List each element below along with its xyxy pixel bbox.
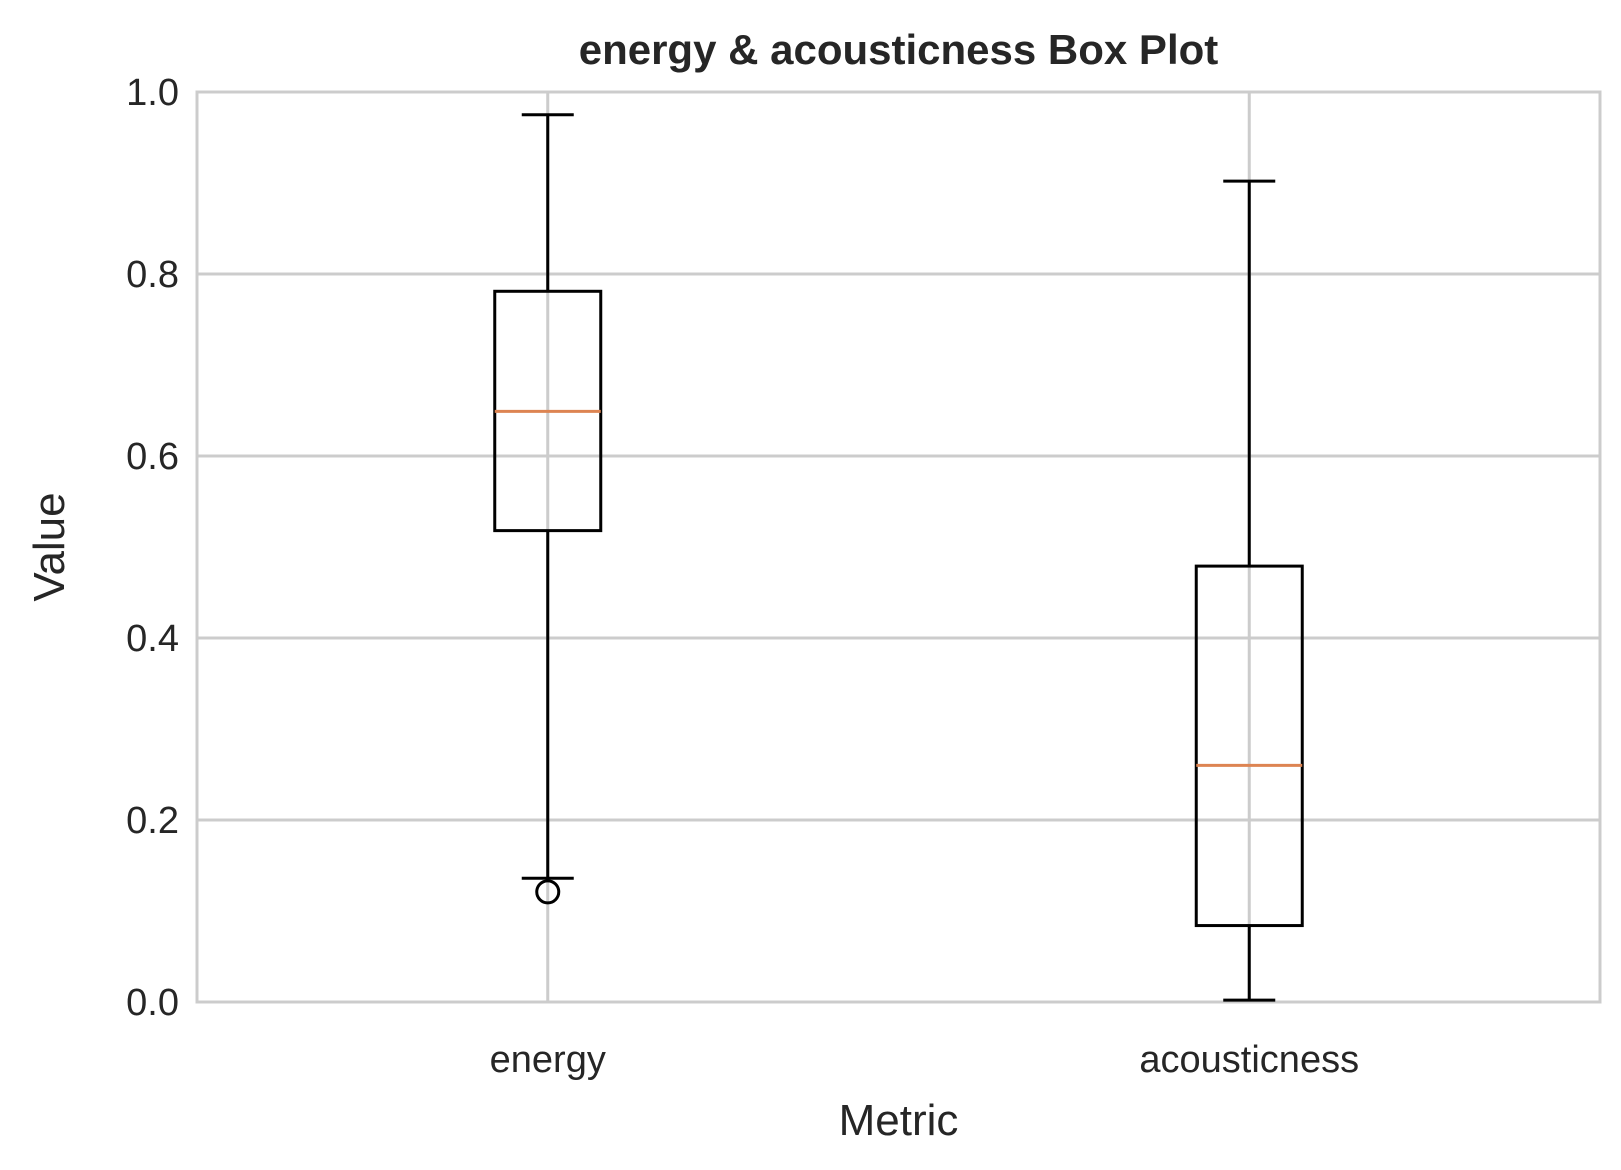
y-tick-label: 0.6 — [126, 436, 179, 478]
chart-title: energy & acousticness Box Plot — [579, 26, 1219, 73]
y-tick-label: 0.2 — [126, 800, 179, 842]
y-tick-label: 1.0 — [126, 72, 179, 114]
x-tick-label-acousticness: acousticness — [1139, 1039, 1359, 1081]
x-tick-label-energy: energy — [490, 1039, 606, 1081]
y-axis-label: Value — [25, 492, 74, 601]
y-tick-label: 0.0 — [126, 982, 179, 1024]
y-tick-label: 0.4 — [126, 618, 179, 660]
y-tick-label: 0.8 — [126, 254, 179, 296]
x-axis-label: Metric — [839, 1096, 959, 1145]
